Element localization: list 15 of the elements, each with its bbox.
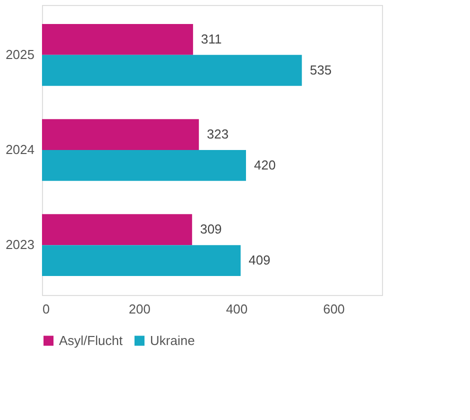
data-label: 309: [200, 222, 222, 237]
y-tick-label: 2025: [6, 46, 34, 62]
y-tick-label: 2024: [6, 142, 34, 157]
x-tick-label: 400: [226, 302, 248, 316]
legend-label: Asyl/Flucht: [59, 332, 123, 348]
data-label: 409: [248, 252, 270, 268]
data-label: 535: [310, 62, 332, 78]
legend-label: Ukraine: [150, 332, 195, 348]
x-tick-label: 200: [128, 302, 150, 316]
x-tick-label: 600: [323, 302, 345, 316]
y-tick-label: 2023: [6, 237, 34, 252]
data-label: 323: [206, 126, 229, 142]
x-tick-label: 0: [42, 302, 50, 316]
data-label: 420: [254, 157, 276, 172]
data-label: 311: [201, 31, 222, 46]
